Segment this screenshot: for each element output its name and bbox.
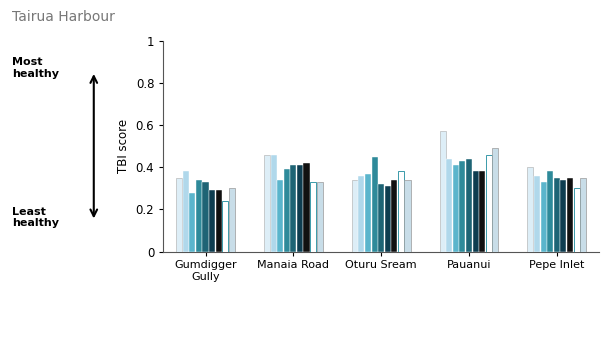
Bar [183,171,189,252]
Bar [541,182,547,252]
Bar [547,171,553,252]
Bar [574,188,580,252]
Bar [378,184,384,252]
Bar [405,180,411,252]
Bar [534,176,540,252]
Bar [270,155,276,252]
Bar [358,176,364,252]
Bar [398,171,404,252]
Bar [365,174,371,252]
Bar [196,180,202,252]
Bar [446,159,453,252]
Y-axis label: TBI score: TBI score [117,119,130,173]
Bar [479,171,485,252]
Text: Tairua Harbour: Tairua Harbour [12,10,115,24]
Bar [229,188,235,252]
Bar [385,186,391,252]
Bar [284,169,290,252]
Bar [215,190,221,252]
Bar [580,178,586,252]
Bar [222,201,228,252]
Bar [176,178,182,252]
Bar [316,182,322,252]
Bar [492,148,499,252]
Bar [371,157,378,252]
Bar [290,165,296,252]
Bar [352,180,358,252]
Bar [277,180,283,252]
Bar [554,178,560,252]
Bar [189,192,195,252]
Bar [440,132,446,252]
Bar [567,178,573,252]
Text: Least
healthy: Least healthy [12,207,59,228]
Bar [391,180,397,252]
Bar [473,171,479,252]
Bar [528,167,534,252]
Bar [209,190,215,252]
Bar [264,155,270,252]
Bar [453,165,459,252]
Bar [304,163,310,252]
Bar [203,182,209,252]
Bar [486,155,492,252]
Text: Most
healthy: Most healthy [12,57,59,79]
Bar [297,165,303,252]
Bar [560,180,566,252]
Bar [459,161,465,252]
Bar [466,159,472,252]
Bar [310,182,316,252]
